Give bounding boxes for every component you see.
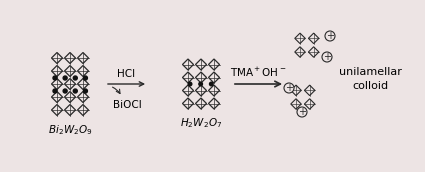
Polygon shape	[51, 52, 62, 63]
Polygon shape	[77, 78, 88, 89]
Polygon shape	[304, 99, 315, 109]
Polygon shape	[65, 105, 76, 116]
Polygon shape	[209, 98, 219, 109]
Text: unilamellar
colloid: unilamellar colloid	[339, 67, 402, 91]
Text: Bi$_2$W$_2$O$_9$: Bi$_2$W$_2$O$_9$	[48, 123, 92, 137]
Polygon shape	[309, 47, 319, 57]
Polygon shape	[309, 33, 319, 44]
Circle shape	[63, 76, 67, 80]
Polygon shape	[196, 59, 207, 70]
Text: +: +	[323, 52, 331, 62]
Text: H$_2$W$_2$O$_7$: H$_2$W$_2$O$_7$	[180, 116, 222, 130]
Polygon shape	[182, 72, 193, 83]
Polygon shape	[182, 85, 193, 96]
Polygon shape	[209, 59, 219, 70]
Polygon shape	[51, 92, 62, 103]
Circle shape	[53, 76, 57, 80]
Circle shape	[53, 89, 57, 93]
Polygon shape	[209, 72, 219, 83]
Polygon shape	[77, 105, 88, 116]
Circle shape	[83, 89, 88, 93]
Circle shape	[73, 76, 77, 80]
Polygon shape	[209, 85, 219, 96]
Polygon shape	[77, 66, 88, 77]
Polygon shape	[51, 66, 62, 77]
Polygon shape	[77, 52, 88, 63]
Polygon shape	[65, 52, 76, 63]
Polygon shape	[291, 99, 301, 109]
Polygon shape	[196, 98, 207, 109]
Text: +: +	[326, 31, 334, 41]
Polygon shape	[65, 92, 76, 103]
Polygon shape	[295, 33, 305, 44]
Circle shape	[199, 82, 202, 86]
Polygon shape	[196, 72, 207, 83]
Polygon shape	[77, 92, 88, 103]
Polygon shape	[51, 78, 62, 89]
Text: +: +	[298, 107, 306, 117]
Polygon shape	[65, 78, 76, 89]
Polygon shape	[51, 105, 62, 116]
Circle shape	[188, 82, 192, 86]
Circle shape	[83, 76, 88, 80]
Text: TMA$^+$OH$^-$: TMA$^+$OH$^-$	[230, 66, 287, 79]
Polygon shape	[182, 98, 193, 109]
Circle shape	[284, 83, 294, 93]
Text: BiOCl: BiOCl	[113, 100, 142, 110]
Circle shape	[297, 107, 307, 117]
Polygon shape	[291, 85, 301, 96]
Circle shape	[325, 31, 335, 41]
Circle shape	[73, 89, 77, 93]
Polygon shape	[304, 85, 315, 96]
Polygon shape	[65, 66, 76, 77]
Circle shape	[210, 82, 213, 86]
Polygon shape	[196, 85, 207, 96]
Circle shape	[322, 52, 332, 62]
Polygon shape	[295, 47, 305, 57]
Text: +: +	[285, 83, 293, 93]
Polygon shape	[182, 59, 193, 70]
Text: HCl: HCl	[117, 69, 136, 79]
Circle shape	[63, 89, 67, 93]
